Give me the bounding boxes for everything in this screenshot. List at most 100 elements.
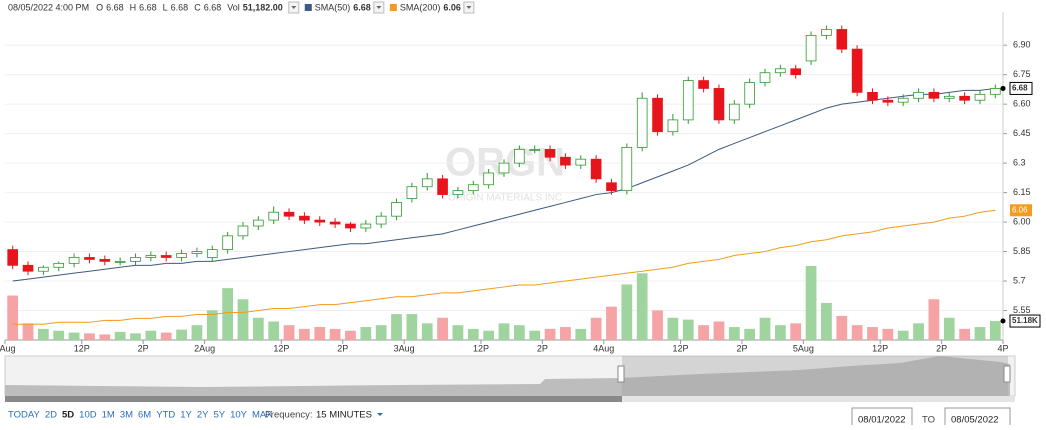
volume-badge: 51.18K — [1012, 316, 1038, 325]
candle-body — [176, 253, 187, 258]
candle-body — [636, 97, 648, 148]
volume-bar — [974, 327, 986, 340]
volume-bar — [268, 321, 280, 340]
volume-bar — [299, 328, 310, 340]
candle-body — [544, 148, 556, 158]
frequency-select[interactable]: 15 MINUTES — [316, 410, 372, 421]
range-button[interactable]: 6M — [138, 410, 151, 421]
candle-body — [698, 80, 709, 89]
candle-body — [606, 182, 617, 192]
range-button[interactable]: 10D — [79, 410, 97, 421]
volume-bar — [375, 325, 387, 340]
volume-bar — [821, 302, 832, 340]
volume-bar — [99, 334, 111, 340]
volume-bar — [560, 327, 571, 340]
x-tick-label: 2P — [936, 343, 947, 353]
range-button[interactable]: YTD — [156, 410, 175, 421]
candle-body — [437, 178, 448, 195]
candle-body — [529, 148, 541, 151]
x-tick-label: 12P — [673, 343, 689, 353]
volume-bar — [882, 328, 894, 340]
range-button[interactable]: 2D — [45, 410, 57, 421]
range-button[interactable]: TODAY — [8, 410, 41, 421]
x-tick-label: 12P — [273, 343, 289, 353]
candle-body — [237, 225, 249, 237]
date-to: 08/05/2022 — [951, 415, 999, 425]
candle-body — [928, 91, 940, 99]
volume-bar — [529, 330, 541, 340]
volume-bar — [222, 288, 234, 340]
volume-bar — [897, 330, 909, 340]
header-field-value: 6.68 — [106, 2, 124, 12]
range-button[interactable]: 1Y — [180, 410, 192, 421]
volume-bar — [452, 325, 464, 340]
volume-bar — [329, 328, 341, 340]
y-tick-label: 6.00 — [1013, 216, 1031, 226]
x-tick-label: 5Aug — [793, 343, 814, 353]
candle-body — [514, 148, 525, 164]
price-badge: 6.68 — [1012, 84, 1028, 93]
to-label: TO — [922, 415, 935, 425]
candle-body — [299, 215, 310, 221]
volume-dot — [1000, 318, 1006, 324]
volume-bar — [252, 317, 264, 340]
range-button[interactable]: 2Y — [197, 410, 209, 421]
volume-bar — [191, 325, 203, 340]
candle-body — [913, 91, 924, 99]
y-tick-label: 5.7 — [1013, 275, 1026, 285]
volume-bar — [68, 332, 80, 340]
x-tick-label: 1Aug — [0, 343, 16, 353]
volume-bar — [913, 323, 924, 340]
range-button[interactable]: 1M — [102, 410, 115, 421]
y-tick-label: 6.45 — [1013, 128, 1031, 138]
candle-body — [222, 235, 233, 250]
candle-body — [130, 257, 141, 262]
navigator-selection[interactable] — [622, 356, 1008, 396]
header-field-value: 6.68 — [204, 2, 222, 12]
range-button[interactable]: 10Y — [230, 410, 248, 421]
volume-bar — [176, 329, 187, 340]
y-tick-label: 6.75 — [1013, 69, 1031, 79]
range-button[interactable]: 5D — [62, 410, 74, 421]
volume-bar — [759, 317, 771, 340]
candle-body — [22, 264, 34, 272]
volume-bar — [7, 295, 19, 340]
candle-body — [99, 259, 111, 262]
candle-body — [314, 219, 326, 223]
x-tick-label: 2P — [537, 343, 548, 353]
volume-bar — [682, 319, 694, 340]
volume-bar — [406, 314, 418, 340]
candle-body — [790, 68, 802, 76]
volume-bar — [145, 330, 157, 340]
y-tick-label: 6.15 — [1013, 187, 1031, 197]
candle-body — [560, 156, 571, 166]
range-button[interactable]: 5Y — [213, 410, 225, 421]
volume-bar — [160, 332, 172, 340]
candle-body — [406, 186, 418, 199]
candle-body — [974, 93, 986, 101]
volume-bar — [544, 328, 556, 340]
navigator-area — [5, 356, 1010, 396]
volume-bar — [867, 327, 878, 340]
header-field-label: O — [96, 2, 103, 12]
volume-bar — [130, 333, 141, 340]
navigator-handle[interactable] — [1003, 365, 1011, 383]
candle-body — [145, 255, 157, 258]
legend-value: 6.68 — [353, 2, 371, 12]
candle-body — [959, 95, 970, 101]
x-tick-label: 2Aug — [194, 343, 215, 353]
y-tick-label: 6.60 — [1013, 99, 1031, 109]
candle-body — [84, 257, 95, 260]
volume-bar — [621, 284, 633, 340]
header-date: 08/05/2022 4:00 PM — [8, 2, 89, 12]
x-tick-label: 2P — [138, 343, 149, 353]
header-field-label: C — [194, 2, 201, 12]
range-button[interactable]: MAX — [252, 410, 273, 421]
candle-body — [990, 88, 1001, 95]
navigator-handle[interactable] — [617, 365, 625, 383]
volume-bar — [206, 310, 218, 340]
range-button[interactable]: 3M — [120, 410, 133, 421]
volume-bar — [513, 325, 525, 340]
